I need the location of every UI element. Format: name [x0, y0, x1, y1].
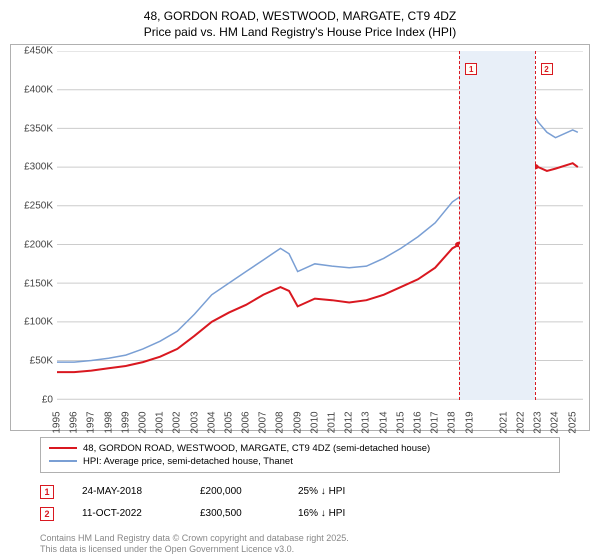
x-tick-label: 2006 [241, 411, 252, 433]
reference-line-label: 2 [541, 63, 553, 75]
x-tick-label: 2012 [344, 411, 355, 433]
marker-date: 24-MAY-2018 [82, 486, 172, 497]
x-tick-label: 2022 [516, 411, 527, 433]
y-tick-label: £400K [24, 85, 53, 96]
marker-row: 2 11-OCT-2022 £300,500 16% ↓ HPI [40, 503, 560, 525]
x-tick-label: 2023 [533, 411, 544, 433]
x-tick-label: 1997 [86, 411, 97, 433]
y-tick-label: £200K [24, 239, 53, 250]
marker-row: 1 24-MAY-2018 £200,000 25% ↓ HPI [40, 481, 560, 503]
x-tick-label: 2009 [292, 411, 303, 433]
x-axis: 1995199619971998199920002001200220032004… [57, 400, 583, 430]
marker-price: £200,000 [200, 486, 270, 497]
x-tick-label: 2018 [447, 411, 458, 433]
x-tick-label: 2000 [137, 411, 148, 433]
chart-area: £0 £50K £100K £150K £200K £250K £300K £350K £400… [10, 44, 590, 430]
x-tick-label: 2019 [464, 411, 475, 433]
footer-line2: This data is licensed under the Open Gov… [40, 544, 560, 556]
y-tick-label: £250K [24, 201, 53, 212]
reference-line-label: 1 [465, 63, 477, 75]
legend-item: 48, GORDON ROAD, WESTWOOD, MARGATE, CT9 … [49, 442, 551, 455]
x-tick-label: 2004 [206, 411, 217, 433]
y-tick-label: £450K [24, 46, 53, 57]
marker-hpi-delta: 16% ↓ HPI [298, 508, 378, 519]
y-tick-label: £0 [42, 394, 53, 405]
footer-line1: Contains HM Land Registry data © Crown c… [40, 533, 560, 545]
y-axis: £0£50K£100K£150K£200K£250K£300K£350K£400… [11, 51, 57, 399]
plot-area: 12 [57, 51, 583, 399]
y-tick-label: £50K [30, 355, 53, 366]
reference-line [535, 51, 536, 399]
x-tick-label: 1996 [69, 411, 80, 433]
x-tick-label: 2013 [361, 411, 372, 433]
legend-label: HPI: Average price, semi-detached house,… [83, 456, 293, 467]
x-tick-label: 2015 [395, 411, 406, 433]
legend-item: HPI: Average price, semi-detached house,… [49, 455, 551, 468]
x-tick-label: 2025 [567, 411, 578, 433]
shaded-period [459, 51, 534, 399]
chart-title: 48, GORDON ROAD, WESTWOOD, MARGATE, CT9 … [10, 8, 590, 40]
x-tick-label: 1998 [103, 411, 114, 433]
x-tick-label: 2014 [378, 411, 389, 433]
marker-hpi-delta: 25% ↓ HPI [298, 486, 378, 497]
x-tick-label: 1999 [120, 411, 131, 433]
x-tick-label: 2021 [498, 411, 509, 433]
x-tick-label: 2001 [155, 411, 166, 433]
title-line1: 48, GORDON ROAD, WESTWOOD, MARGATE, CT9 … [10, 8, 590, 24]
legend-label: 48, GORDON ROAD, WESTWOOD, MARGATE, CT9 … [83, 443, 430, 454]
x-tick-label: 2011 [327, 411, 338, 433]
x-tick-label: 2024 [550, 411, 561, 433]
footer-attribution: Contains HM Land Registry data © Crown c… [40, 533, 560, 556]
x-tick-label: 2008 [275, 411, 286, 433]
sale-markers-table: 1 24-MAY-2018 £200,000 25% ↓ HPI 2 11-OCT-202… [40, 481, 560, 525]
marker-badge: 1 [40, 485, 54, 499]
legend: 48, GORDON ROAD, WESTWOOD, MARGATE, CT9 … [40, 437, 560, 473]
x-tick-label: 2016 [412, 411, 423, 433]
x-tick-label: 2010 [309, 411, 320, 433]
x-tick-label: 1995 [52, 411, 63, 433]
marker-price: £300,500 [200, 508, 270, 519]
y-tick-label: £350K [24, 123, 53, 134]
y-tick-label: £150K [24, 278, 53, 289]
legend-swatch [49, 447, 77, 449]
legend-swatch [49, 460, 77, 462]
reference-line [459, 51, 460, 399]
x-tick-label: 2002 [172, 411, 183, 433]
x-tick-label: 2017 [430, 411, 441, 433]
marker-badge: 2 [40, 507, 54, 521]
y-tick-label: £100K [24, 317, 53, 328]
x-tick-label: 2007 [258, 411, 269, 433]
marker-date: 11-OCT-2022 [82, 508, 172, 519]
x-tick-label: 2005 [223, 411, 234, 433]
title-line2: Price paid vs. HM Land Registry's House … [10, 24, 590, 40]
x-tick-label: 2003 [189, 411, 200, 433]
y-tick-label: £300K [24, 162, 53, 173]
